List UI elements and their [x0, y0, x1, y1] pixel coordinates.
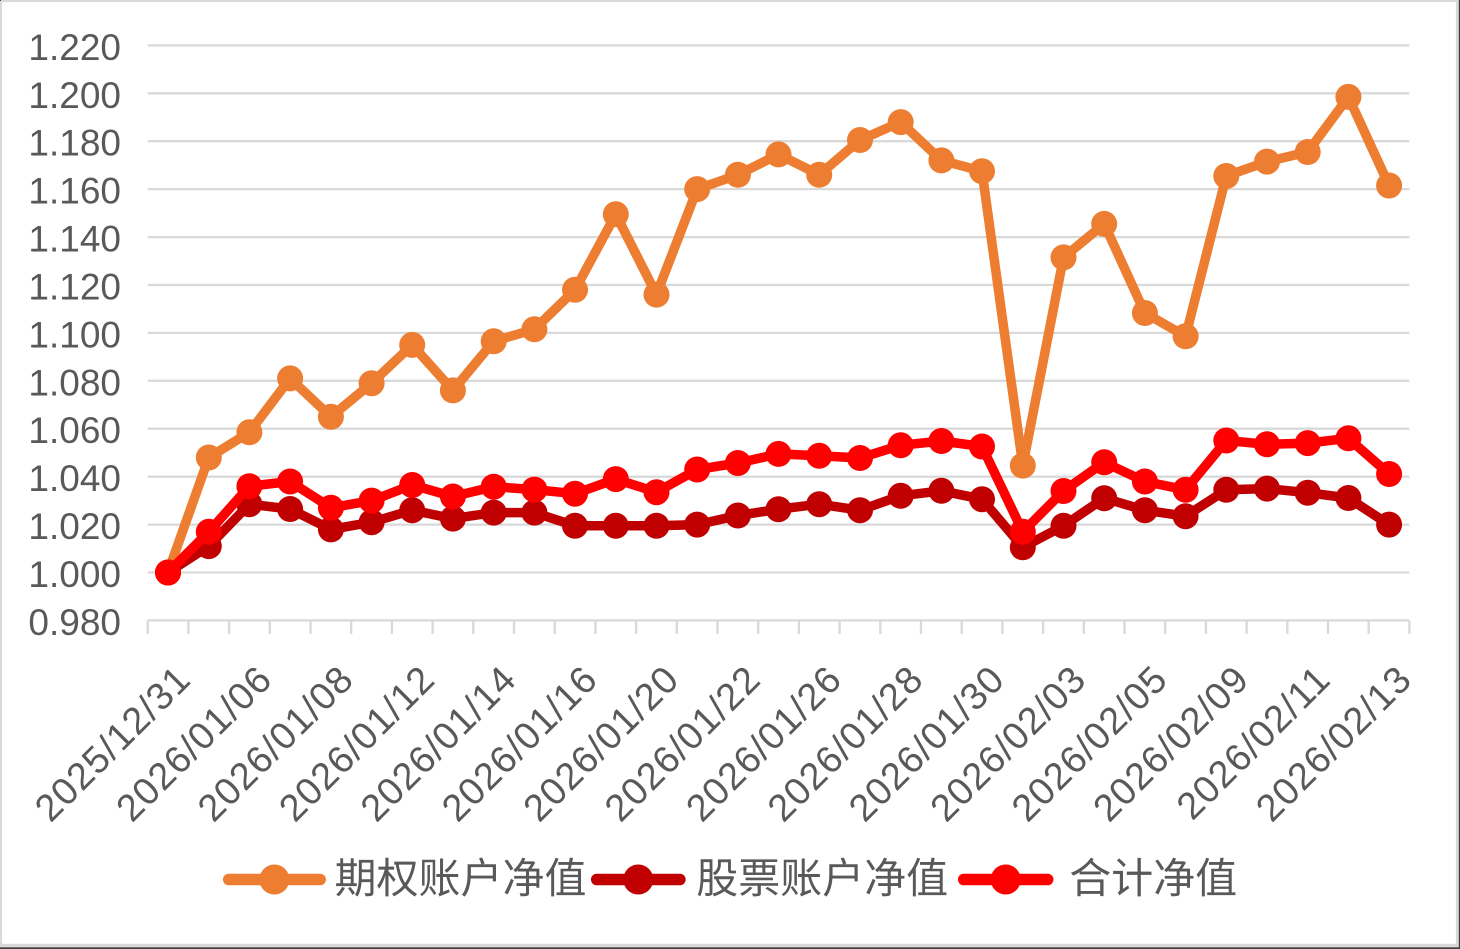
svg-text:1.180: 1.180	[28, 123, 121, 164]
svg-text:1.160: 1.160	[28, 171, 121, 212]
svg-text:1.220: 1.220	[28, 27, 121, 68]
svg-text:1.060: 1.060	[28, 410, 121, 451]
svg-text:1.080: 1.080	[28, 362, 121, 403]
svg-text:1.200: 1.200	[28, 75, 121, 116]
svg-text:1.020: 1.020	[28, 506, 121, 547]
svg-text:1.120: 1.120	[28, 267, 121, 308]
svg-text:1.040: 1.040	[28, 458, 121, 499]
svg-text:1.100: 1.100	[28, 314, 121, 355]
svg-text:1.000: 1.000	[28, 554, 121, 595]
svg-text:0.980: 0.980	[28, 602, 121, 643]
svg-text:1.140: 1.140	[28, 219, 121, 260]
